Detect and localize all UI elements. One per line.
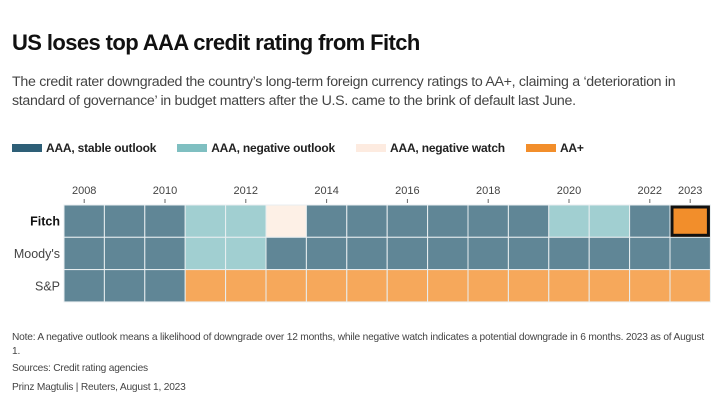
legend-label-stable: AAA, stable outlook	[46, 141, 157, 155]
heatmap-cell	[386, 269, 429, 303]
heatmap-cell	[144, 236, 186, 271]
heatmap-cell	[265, 236, 307, 271]
legend-label-aa-plus: AA+	[559, 141, 584, 155]
legend-swatch-stable	[12, 144, 42, 152]
legend-item-negative-watch: AAA, negative watch	[356, 141, 505, 155]
heatmap-cell	[427, 236, 469, 271]
heatmap-cell	[103, 236, 146, 271]
heatmap-cell	[305, 204, 348, 238]
heatmap-cell	[225, 236, 267, 271]
chart-subtitle: The credit rater downgraded the country’…	[12, 74, 676, 109]
x-tick-label: 2022	[638, 185, 662, 197]
heatmap-cell	[467, 204, 509, 238]
heatmap-cell	[669, 269, 711, 303]
legend-swatch-negative-watch	[356, 144, 387, 152]
heatmap-cell	[548, 269, 590, 303]
heatmap-cell	[629, 269, 671, 303]
heatmap-cell	[467, 269, 509, 303]
heatmap-cell	[548, 204, 590, 238]
heatmap-cell	[507, 204, 550, 238]
legend-label-negative-watch: AAA, negative watch	[390, 141, 505, 155]
heatmap-cell	[225, 204, 267, 238]
highlight-outline	[670, 205, 710, 237]
heatmap-cell	[103, 204, 146, 238]
legend-item-aa-plus: AA+	[525, 141, 584, 155]
chart-title: US loses top AAA credit rating from Fitc…	[12, 30, 420, 55]
sources: Sources: Credit rating agencies	[12, 363, 148, 374]
heatmap-cell	[386, 236, 429, 271]
x-tick-label: 2016	[395, 185, 419, 197]
heatmap-cell	[184, 204, 227, 238]
heatmap-cell	[629, 236, 671, 271]
heatmap-cell	[63, 236, 105, 271]
heatmap-cell	[386, 204, 429, 238]
x-tick-label: 2023	[678, 185, 702, 197]
heatmap-cell	[346, 204, 388, 238]
heatmap-cell	[507, 269, 550, 303]
heatmap-cell	[305, 236, 348, 271]
x-tick-label: 2020	[557, 185, 581, 197]
heatmap-cell	[467, 236, 509, 271]
heatmap-cell	[144, 204, 186, 238]
x-tick-label: 2014	[314, 185, 338, 197]
heatmap-cell	[184, 236, 227, 271]
legend-swatch-negative-outlook	[177, 144, 208, 152]
heatmap-cell	[103, 269, 146, 303]
x-tick-label: 2012	[234, 185, 258, 197]
row-label: Moody's	[14, 247, 60, 261]
heatmap-cell	[588, 236, 631, 271]
legend-item-negative-outlook: AAA, negative outlook	[177, 141, 335, 155]
heatmap-cell	[548, 236, 590, 271]
legend-item-stable: AAA, stable outlook	[12, 141, 156, 155]
heatmap-cell	[225, 269, 267, 303]
ratings-heatmap: 2008 2010 2012 2014 2016 2018 2020 2022 2023 Fitc…	[14, 185, 711, 303]
heatmap-cell	[629, 204, 671, 238]
heatmap-cell	[265, 269, 307, 303]
x-tick-label: 2018	[476, 185, 500, 197]
x-tick-label: 2010	[153, 185, 177, 197]
heatmap-cell	[346, 236, 388, 271]
heatmap-cell	[427, 204, 469, 238]
legend-swatch-aa-plus	[525, 144, 556, 152]
row-label: S&P	[35, 279, 60, 293]
heatmap-cell	[305, 269, 348, 303]
heatmap-cell	[144, 269, 186, 303]
heatmap-cell	[346, 269, 388, 303]
heatmap-cell	[588, 204, 631, 238]
heatmap-cell	[427, 269, 469, 303]
footnote: Note: A negative outlook means a likelih…	[12, 332, 705, 357]
heatmap-cell	[184, 269, 227, 303]
heatmap-cell	[63, 204, 105, 238]
x-tick-label: 2008	[72, 185, 96, 197]
row-label: Fitch	[30, 215, 60, 229]
heatmap-cell	[669, 204, 711, 238]
heatmap-cell	[507, 236, 550, 271]
legend: AAA, stable outlook AAA, negative outloo…	[12, 141, 605, 155]
credit-line: Prinz Magtulis | Reuters, August 1, 2023	[12, 382, 186, 393]
heatmap-cell	[63, 269, 105, 303]
heatmap-cell	[669, 236, 711, 271]
heatmap-cell	[588, 269, 631, 303]
legend-label-negative-outlook: AAA, negative outlook	[211, 141, 336, 155]
heatmap-cell	[265, 204, 307, 238]
